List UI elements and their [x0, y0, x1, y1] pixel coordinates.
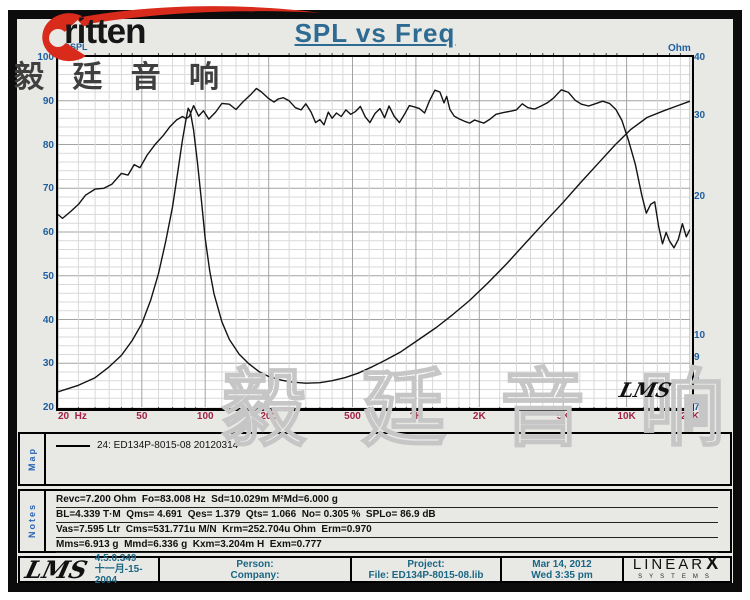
app-build-date: 十一月-15-2004 — [94, 564, 143, 586]
chart-svg — [57, 53, 691, 411]
project-label: Project: — [407, 558, 445, 570]
y-left-axis-title: dBSPL — [58, 42, 88, 52]
lms-logo: LMS — [22, 555, 91, 584]
map-panel-label-cell: Map — [20, 434, 46, 484]
eritten-logo: ritten — [12, 0, 332, 64]
footer-person-cell: Person: Company: — [158, 558, 350, 581]
footer-lms-cell: LMS 4.5.0.349 十一月-15-2004 — [20, 553, 158, 586]
footer-linearx-cell: LINEAR X SYSTEMS — [622, 553, 730, 581]
y-left-tick-label: 70 — [42, 183, 54, 195]
y-right-tick-label: 20 — [694, 191, 706, 203]
x-tick-label: 200 — [260, 411, 277, 422]
app-version: 4.5.0.349 — [94, 553, 137, 564]
note-line: Revc=7.200 Ohm Fo=83.008 Hz Sd=10.029m M… — [56, 493, 718, 508]
linearx-systems-text: SYSTEMS — [638, 574, 716, 580]
person-label: Person: — [236, 558, 274, 570]
x-tick-label: 20K — [680, 411, 700, 422]
legend-text: 24: ED134P-8015-08 20120314 — [97, 440, 239, 451]
y-left-tick-label: 60 — [42, 227, 54, 238]
lms-watermark: LMS — [617, 378, 674, 403]
y-right-axis-title: Ohm — [668, 43, 691, 54]
y-left-tick-label: 30 — [42, 358, 54, 370]
y-right-tick-label: 7 — [694, 402, 700, 413]
notes-panel-content: Revc=7.200 Ohm Fo=83.008 Hz Sd=10.029m M… — [46, 491, 730, 553]
x-tick-label: 2K — [472, 411, 486, 422]
y-right-tick-label: 10 — [694, 330, 706, 342]
x-tick-label: 50 — [136, 411, 148, 422]
note-line: BL=4.339 T·M Qms= 4.691 Qes= 1.379 Qts= … — [56, 508, 718, 523]
logo-wordmark: ritten — [64, 12, 146, 51]
note-line: Vas=7.595 Ltr Cms=531.771u M/N Krm=252.7… — [56, 523, 718, 538]
y-left-tick-label: 80 — [42, 139, 54, 151]
chart-plot — [57, 51, 691, 413]
report-time: Wed 3:35 pm — [531, 569, 593, 581]
curve-left — [57, 87, 691, 249]
linearx-logo: LINEAR X — [632, 553, 722, 573]
file-label: File: ED134P-8015-08.lib — [368, 569, 484, 581]
linearx-wordmark: LINEAR — [632, 556, 706, 573]
cjk-watermark-top: 毅 廷 音 响 — [14, 61, 230, 94]
logo-i-dot — [81, 19, 88, 26]
x-tick-label: 1K — [409, 411, 423, 422]
notes-panel: Notes Revc=7.200 Ohm Fo=83.008 Hz Sd=10.… — [18, 489, 732, 553]
report-date: Mar 14, 2012 — [532, 558, 592, 570]
map-panel-content: 24: ED134P-8015-08 20120314 — [46, 434, 730, 484]
notes-panel-label-cell: Notes — [20, 491, 46, 551]
map-panel-label: Map — [27, 447, 37, 471]
y-left-tick-label: 50 — [42, 270, 54, 282]
x-tick-label: 5K — [556, 411, 570, 422]
y-right-tick-label: 30 — [694, 109, 706, 121]
notes-panel-label: Notes — [27, 503, 37, 539]
x-tick-label: 20 Hz — [58, 411, 87, 422]
legend-row: 24: ED134P-8015-08 20120314 — [56, 440, 722, 451]
lms-script-text: LMS — [617, 378, 674, 402]
y-right-tick-label: 40 — [694, 52, 706, 63]
map-panel: Map 24: ED134P-8015-08 20120314 — [18, 432, 732, 486]
y-left-tick-label: 20 — [42, 402, 54, 413]
note-line: Mms=6.913 g Mmd=6.336 g Kxm=3.204m H Exm… — [56, 538, 718, 553]
page-title: SPL vs Freq — [294, 18, 456, 48]
footer-date-cell: Mar 14, 2012 Wed 3:35 pm — [500, 558, 622, 581]
logo-swoosh-icon — [42, 6, 322, 62]
linearx-x: X — [706, 553, 722, 573]
x-tick-label: 500 — [344, 411, 361, 422]
curve-right — [57, 100, 691, 393]
x-tick-label: 10K — [617, 411, 636, 422]
legend-line-sample — [56, 444, 90, 447]
y-left-tick-label: 40 — [42, 314, 54, 326]
y-left-tick-label: 90 — [42, 95, 54, 107]
footer-project-cell: Project: File: ED134P-8015-08.lib — [350, 558, 500, 581]
y-right-tick-label: 8 — [694, 375, 700, 387]
footer-bar: LMS 4.5.0.349 十一月-15-2004 Person: Compan… — [18, 553, 732, 586]
footer-version-block: 4.5.0.349 十一月-15-2004 — [95, 553, 158, 586]
x-tick-label: 100 — [196, 411, 214, 422]
company-label: Company: — [230, 569, 280, 581]
y-left-tick-label: 100 — [37, 52, 54, 63]
y-right-tick-label: 9 — [694, 351, 700, 363]
